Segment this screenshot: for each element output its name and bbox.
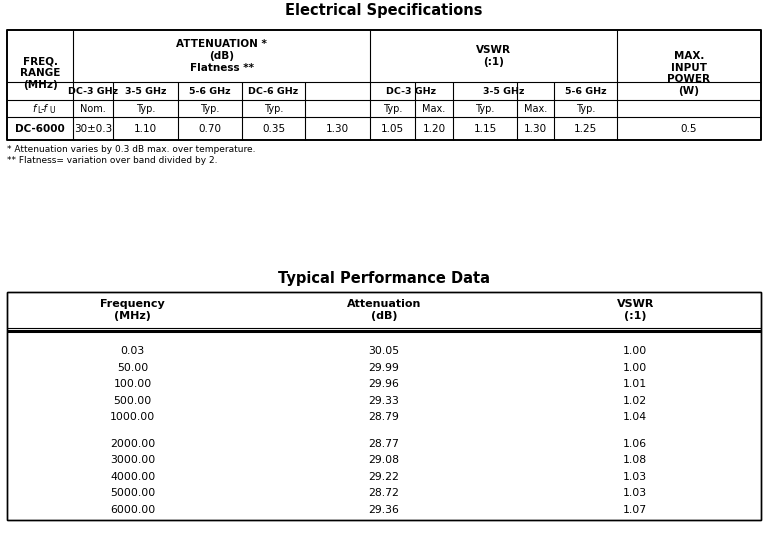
- Text: 28.72: 28.72: [369, 488, 399, 498]
- Text: Typ.: Typ.: [200, 103, 220, 113]
- Text: 1.05: 1.05: [381, 124, 404, 134]
- Text: 500.00: 500.00: [114, 396, 152, 406]
- Text: DC-6000: DC-6000: [15, 124, 65, 134]
- Text: 5-6 GHz: 5-6 GHz: [564, 86, 606, 96]
- Text: Typ.: Typ.: [136, 103, 155, 113]
- Text: Electrical Specifications: Electrical Specifications: [285, 3, 483, 18]
- Text: 0.5: 0.5: [680, 124, 697, 134]
- Text: Attenuation
(dB): Attenuation (dB): [347, 299, 421, 321]
- Text: 29.99: 29.99: [369, 363, 399, 373]
- Text: 1.20: 1.20: [422, 124, 445, 134]
- Text: 1.00: 1.00: [623, 363, 647, 373]
- Text: f: f: [32, 103, 36, 113]
- Text: 29.08: 29.08: [369, 455, 399, 465]
- Text: Typ.: Typ.: [382, 103, 402, 113]
- Text: 1.04: 1.04: [624, 412, 647, 422]
- Text: 1000.00: 1000.00: [110, 412, 155, 422]
- Text: 1.03: 1.03: [624, 488, 647, 498]
- Text: 3-5 GHz: 3-5 GHz: [483, 86, 525, 96]
- Text: 1.02: 1.02: [624, 396, 647, 406]
- Text: 3000.00: 3000.00: [110, 455, 155, 465]
- Text: 1.06: 1.06: [624, 439, 647, 449]
- Text: 29.96: 29.96: [369, 379, 399, 389]
- Text: VSWR
(:1): VSWR (:1): [617, 299, 654, 321]
- Text: Typ.: Typ.: [576, 103, 595, 113]
- Text: 1.15: 1.15: [473, 124, 497, 134]
- Text: 1.07: 1.07: [624, 505, 647, 515]
- Text: 0.35: 0.35: [262, 124, 285, 134]
- Text: 1.25: 1.25: [574, 124, 598, 134]
- Text: 1.10: 1.10: [134, 124, 157, 134]
- Text: FREQ.
RANGE
(MHz): FREQ. RANGE (MHz): [20, 57, 60, 90]
- Text: MAX.
INPUT
POWER
(W): MAX. INPUT POWER (W): [667, 51, 710, 96]
- Text: Typical Performance Data: Typical Performance Data: [278, 271, 490, 285]
- Text: 1.03: 1.03: [624, 472, 647, 482]
- Text: 4000.00: 4000.00: [110, 472, 155, 482]
- Text: DC-3 GHz: DC-3 GHz: [386, 86, 436, 96]
- Text: 100.00: 100.00: [114, 379, 152, 389]
- Text: 29.22: 29.22: [369, 472, 399, 482]
- Text: Typ.: Typ.: [475, 103, 495, 113]
- Text: 6000.00: 6000.00: [110, 505, 155, 515]
- Text: 50.00: 50.00: [117, 363, 148, 373]
- Bar: [7, 292, 761, 520]
- Text: DC-6 GHz: DC-6 GHz: [248, 86, 299, 96]
- Text: ATTENUATION *
(dB)
Flatness **: ATTENUATION * (dB) Flatness **: [176, 40, 267, 73]
- Text: Typ.: Typ.: [264, 103, 283, 113]
- Text: Max.: Max.: [422, 103, 445, 113]
- Text: 29.33: 29.33: [369, 396, 399, 406]
- Text: 1.01: 1.01: [624, 379, 647, 389]
- Text: 30±0.3: 30±0.3: [74, 124, 112, 134]
- Text: U: U: [49, 106, 55, 115]
- Text: ** Flatness= variation over band divided by 2.: ** Flatness= variation over band divided…: [7, 156, 217, 165]
- Text: -f: -f: [41, 103, 48, 113]
- Text: Frequency
(MHz): Frequency (MHz): [101, 299, 165, 321]
- Text: * Attenuation varies by 0.3 dB max. over temperature.: * Attenuation varies by 0.3 dB max. over…: [7, 145, 256, 154]
- Text: 3-5 GHz: 3-5 GHz: [124, 86, 166, 96]
- Bar: [7, 30, 761, 140]
- Text: 5000.00: 5000.00: [110, 488, 155, 498]
- Text: 1.30: 1.30: [326, 124, 349, 134]
- Text: 0.03: 0.03: [121, 346, 145, 356]
- Text: Nom.: Nom.: [80, 103, 106, 113]
- Text: 1.08: 1.08: [624, 455, 647, 465]
- Text: 1.00: 1.00: [623, 346, 647, 356]
- Text: 0.70: 0.70: [198, 124, 221, 134]
- Text: 28.79: 28.79: [369, 412, 399, 422]
- Text: 30.05: 30.05: [369, 346, 399, 356]
- Text: 28.77: 28.77: [369, 439, 399, 449]
- Text: 29.36: 29.36: [369, 505, 399, 515]
- Text: 5-6 GHz: 5-6 GHz: [189, 86, 231, 96]
- Text: DC-3 GHz: DC-3 GHz: [68, 86, 118, 96]
- Text: 2000.00: 2000.00: [110, 439, 155, 449]
- Text: 1.30: 1.30: [524, 124, 547, 134]
- Text: Max.: Max.: [524, 103, 547, 113]
- Text: L: L: [37, 106, 41, 115]
- Text: VSWR
(:1): VSWR (:1): [476, 45, 511, 67]
